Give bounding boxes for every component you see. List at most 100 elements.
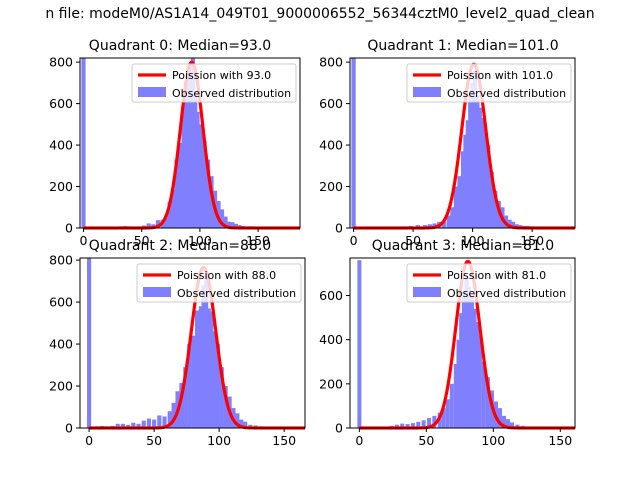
- quadrant-0-observed-bar-32: [230, 222, 235, 228]
- quadrant-2-title: Quadrant 2: Median=88.0: [89, 238, 271, 254]
- quadrant-0-observed-bar-24: [202, 140, 207, 228]
- quadrant-0-observed-bar-0: [81, 58, 86, 228]
- quadrant-0-observed-bar-9: [155, 220, 161, 228]
- quadrant-3-observed-bar-15: [453, 363, 458, 428]
- quadrant-2-plot-content: 0 50 100 150 0 200 400 600 800: [49, 253, 306, 448]
- quadrant-3-plot: 0 50 100 150 0 200 400 600 Poission with 81.0 O…: [319, 257, 576, 448]
- quadrant-0-observed-bar-7: [146, 223, 151, 228]
- quadrant-1-plot-content: 0 50 100 150 0 200 400 600 800: [319, 55, 577, 248]
- quadrant-0-x-tick-label-3: 150: [246, 233, 270, 248]
- quadrant-1-observed-bar-15: [463, 134, 468, 228]
- quadrant-1-observed-bar-17: [468, 95, 473, 228]
- quadrant-3-observed-bar-9: [427, 418, 432, 428]
- quadrant-3-observed-bar-10: [432, 415, 437, 428]
- quadrant-0-observed-bar-17: [183, 80, 189, 228]
- quadrant-2-observed-bar-6: [120, 423, 125, 428]
- quadrant-0-x-tick-label-0: 0: [80, 233, 88, 248]
- quadrant-2-observed-bar-20: [187, 344, 192, 428]
- quadrant-2-observed-bar-11: [146, 418, 152, 428]
- quadrant-0-observed-bar-21: [193, 93, 198, 229]
- quadrant-2-observed-bar-16: [171, 402, 176, 428]
- quadrant-1-observed-bar-30: [507, 219, 512, 228]
- quadrant-2-observed-bar-10: [141, 420, 146, 428]
- quadrant-2-x-tick-label-0: 0: [85, 433, 93, 448]
- quadrant-1-observed-bar-0: [351, 58, 356, 228]
- quadrant-3-observed-bar-30: [502, 415, 507, 428]
- quadrant-0-observed-bar-30: [223, 216, 228, 228]
- quadrant-3-observed-bar-8: [421, 420, 426, 428]
- quadrant-2-legend-poisson-label: Poission with 88.0: [177, 269, 276, 282]
- quadrant-1-observed-bar-25: [489, 172, 494, 228]
- quadrant-1-y-tick-label-1: 200: [319, 179, 343, 194]
- quadrant-0-observed-bar-22: [195, 111, 200, 228]
- quadrant-2-observed-bar-25: [204, 274, 209, 428]
- quadrant-0-observed-bar-11: [164, 215, 169, 228]
- quadrant-1-observed-bar-14: [460, 151, 466, 228]
- quadrant-2-observed-bar-19: [183, 367, 188, 428]
- quadrant-3-title: Quadrant 3: Median=81.0: [372, 238, 554, 254]
- quadrant-2-observed-bar-14: [162, 416, 167, 428]
- quadrant-3-observed-bar-20: [467, 286, 472, 428]
- quadrant-2-observed-bar-22: [194, 310, 200, 428]
- quadrant-3-observed-bar-7: [416, 421, 421, 428]
- quadrant-3-observed-bar-33: [515, 424, 520, 428]
- quadrant-0-observed-bar-23: [198, 124, 204, 228]
- quadrant-3-observed-bar-12: [441, 408, 446, 428]
- quadrant-3-x-tick-label-2: 100: [481, 433, 505, 448]
- quadrant-3-observed-bar-21: [469, 295, 474, 428]
- quadrant-1-legend: Poission with 101.0 Observed distributio…: [406, 63, 572, 103]
- quadrant-1-y-tick-label-4: 800: [319, 55, 343, 70]
- quadrant-2-legend-observed-swatch: [143, 287, 171, 297]
- quadrant-0-observed-bar-26: [209, 176, 214, 228]
- quadrant-3-y-tick-label-2: 400: [319, 332, 343, 347]
- quadrant-0-x-tick-label-1: 50: [134, 233, 150, 248]
- quadrant-0-axes-frame: [79, 57, 301, 229]
- quadrant-1-y-tick-label-0: 0: [335, 221, 343, 236]
- quadrant-2-observed-bar-8: [131, 422, 136, 428]
- quadrant-3-legend-poisson-label: Poission with 81.0: [447, 269, 546, 282]
- quadrant-0-title: Quadrant 0: Median=93.0: [89, 38, 271, 54]
- quadrant-2-legend-box: [136, 263, 302, 303]
- quadrant-2-legend: Poission with 88.0 Observed distribution: [136, 263, 302, 303]
- quadrant-3-observed-bar-18: [461, 291, 466, 428]
- quadrant-2-y-tick-label-4: 800: [49, 253, 73, 268]
- quadrant-3-observed-bar-4: [400, 423, 405, 428]
- quadrant-3-plot-content: 0 50 100 150 0 200 400 600: [319, 257, 576, 448]
- quadrant-0-y-tick-label-2: 400: [49, 138, 73, 153]
- quadrant-2-observed-bar-28: [211, 331, 217, 428]
- quadrant-2-observed-bar-27: [209, 311, 214, 428]
- quadrant-1-observed-bar-12: [453, 186, 459, 228]
- quadrant-0-legend-observed-swatch: [138, 87, 166, 97]
- quadrant-2-y-tick-label-2: 400: [49, 337, 73, 352]
- quadrant-2-observed-bar-31: [223, 386, 228, 428]
- quadrant-0-observed-bar-12: [167, 202, 172, 228]
- quadrant-2-x-tick-label-2: 100: [207, 433, 231, 448]
- quadrant-3-observed-bar-22: [472, 308, 477, 428]
- quadrant-3-legend-box: [406, 263, 572, 303]
- quadrant-2-observed-bar-0: [87, 258, 92, 428]
- quadrant-2-y-tick-label-0: 0: [65, 421, 73, 436]
- quadrant-3-observed-bar-17: [459, 313, 464, 428]
- quadrant-3-observed-bar-14: [449, 383, 454, 428]
- quadrant-0-observed-bar-13: [171, 189, 176, 228]
- quadrant-3-x-tick-label-1: 50: [418, 433, 434, 448]
- quadrant-3-observed-bar-23: [475, 322, 480, 428]
- quadrant-1-observed-bar-13: [457, 176, 462, 228]
- quadrant-1-observed-bar-26: [493, 190, 498, 228]
- quadrant-0-observed-bar-25: [205, 159, 211, 228]
- quadrant-2-observed-bar-26: [206, 308, 211, 428]
- quadrant-2-x-tick-label-1: 50: [146, 433, 162, 448]
- quadrant-0-legend-box: [131, 63, 297, 103]
- quadrant-1-x-tick-label-0: 0: [350, 233, 358, 248]
- quadrant-3-observed-bar-13: [445, 399, 450, 428]
- quadrant-2-observed-bar-23: [198, 306, 204, 428]
- quadrant-1-observed-bar-22: [480, 118, 485, 228]
- quadrant-0-legend-observed-label: Observed distribution: [172, 87, 291, 100]
- quadrant-3-observed-bar-24: [477, 335, 482, 428]
- quadrant-3-y-tick-label-1: 200: [319, 376, 343, 391]
- quadrant-3-observed-bar-5: [405, 424, 410, 428]
- quadrant-1-observed-bar-19: [472, 70, 478, 228]
- quadrant-1-y-tick-label-2: 400: [319, 138, 343, 153]
- quadrant-2-x-tick-label-3: 150: [272, 433, 296, 448]
- quadrant-3-x-tick-label-0: 0: [355, 433, 363, 448]
